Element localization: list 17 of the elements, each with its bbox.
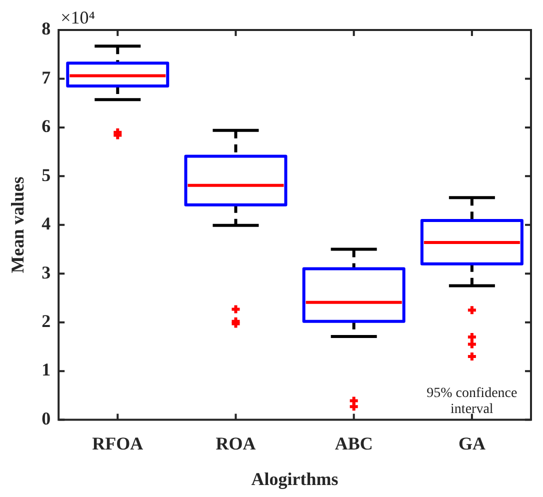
- text: ×10⁴: [60, 8, 96, 28]
- y-tick-label: 2: [42, 311, 51, 332]
- y-tick-label: 6: [42, 116, 51, 136]
- y-tick-label: 1: [42, 360, 51, 380]
- x-tick-label: ABC: [334, 433, 373, 454]
- y-tick-label: 8: [42, 18, 51, 39]
- y-tick-label: 7: [42, 67, 51, 88]
- x-tick-label: GA: [458, 433, 486, 454]
- y-tick-label: 0: [42, 408, 51, 428]
- y-tick-label: 4: [42, 214, 51, 234]
- y-axis-title: Mean values: [7, 176, 28, 274]
- x-tick-label: RFOA: [92, 433, 144, 454]
- x-axis-title: Alogirthms: [251, 468, 338, 489]
- y-tick-label: 5: [42, 164, 51, 185]
- annotation: 95% confidence interval: [426, 386, 518, 418]
- y-tick-label: 3: [42, 262, 51, 282]
- x-tick-label: ROA: [216, 433, 256, 454]
